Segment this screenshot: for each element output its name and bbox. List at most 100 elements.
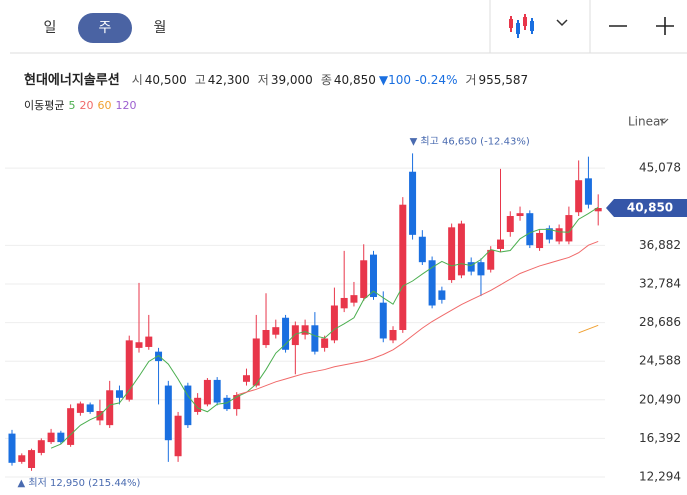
candle-body bbox=[497, 239, 504, 249]
quote-line: 현대에너지솔루션 시 40,500 고 42,300 저 39,000 종 40,850 ▼100… bbox=[24, 72, 528, 88]
dropdown-chevron[interactable] bbox=[556, 19, 568, 27]
candle-body bbox=[487, 249, 495, 270]
candle-body bbox=[242, 375, 250, 382]
legend-entry: 120 bbox=[115, 99, 136, 112]
candle-body bbox=[555, 228, 563, 242]
candle-body bbox=[106, 390, 114, 426]
ma-line bbox=[50, 206, 599, 449]
volume: 955,587 bbox=[479, 73, 529, 87]
candle-body bbox=[301, 325, 309, 335]
candle-body bbox=[575, 180, 583, 213]
candle-body bbox=[536, 232, 544, 249]
field-value: 40,500 bbox=[145, 73, 187, 87]
candle-body bbox=[37, 440, 45, 453]
candle-body bbox=[115, 390, 123, 398]
candle-body bbox=[282, 317, 290, 350]
field-value: 40,850 bbox=[334, 73, 376, 87]
candle-body bbox=[223, 397, 231, 410]
min-annotation: ▲ 최저 12,950 (215.44%) bbox=[18, 477, 141, 489]
tab[interactable]: 일 bbox=[44, 20, 57, 36]
candle-body bbox=[233, 394, 241, 410]
candle-body bbox=[291, 325, 299, 346]
candle-body bbox=[76, 403, 84, 413]
candle-body bbox=[428, 260, 436, 306]
y-tick-label: 28,686 bbox=[639, 315, 681, 329]
field-label: 시 bbox=[132, 73, 143, 87]
candle-body bbox=[184, 385, 192, 426]
stock-name: 현대에너지솔루션 bbox=[24, 72, 120, 88]
candle-body bbox=[526, 213, 534, 246]
ma-line bbox=[578, 324, 599, 334]
candle-body bbox=[565, 215, 573, 242]
candle-body bbox=[321, 338, 329, 348]
y-tick-label: 16,392 bbox=[639, 431, 681, 445]
y-tick-label: 12,294 bbox=[639, 470, 681, 484]
candle-body bbox=[350, 295, 358, 303]
candle-body bbox=[594, 208, 602, 212]
candle-body bbox=[8, 433, 16, 463]
tab[interactable]: 주 bbox=[99, 20, 112, 36]
candle-body bbox=[545, 228, 553, 240]
candle-body bbox=[194, 397, 202, 412]
volume-label: 거 bbox=[465, 73, 476, 87]
ma-label: 이동평균 bbox=[24, 99, 64, 112]
max-annotation: ▼ 최고 46,650 (-12.43%) bbox=[410, 135, 530, 147]
last-price-marker bbox=[606, 199, 687, 218]
candle-body bbox=[262, 329, 270, 346]
candle-body bbox=[506, 216, 514, 233]
field-label: 저 bbox=[258, 73, 269, 87]
candle-body bbox=[28, 450, 36, 468]
zoom-in[interactable] bbox=[656, 17, 674, 35]
y-tick-label: 32,784 bbox=[639, 276, 681, 290]
candle-body bbox=[340, 297, 348, 309]
candle-body bbox=[272, 327, 280, 335]
candle-body bbox=[467, 262, 475, 272]
candle-body bbox=[369, 254, 377, 298]
y-tick-label: 24,588 bbox=[639, 354, 681, 368]
candle-body bbox=[135, 342, 143, 348]
scale-label[interactable]: Linear bbox=[628, 115, 665, 129]
scale-chevron[interactable] bbox=[659, 118, 669, 124]
y-tick-label: 20,490 bbox=[639, 392, 681, 406]
candle-body bbox=[57, 432, 65, 443]
candle-body bbox=[18, 455, 26, 462]
candle-body bbox=[399, 204, 407, 330]
candle-body bbox=[155, 351, 163, 362]
candle-body bbox=[86, 404, 94, 412]
candle-body bbox=[145, 336, 153, 347]
candle-body bbox=[252, 338, 260, 386]
candle-body bbox=[418, 236, 426, 263]
chart-type-icon[interactable] bbox=[509, 14, 534, 38]
tab-selected-bg[interactable] bbox=[78, 13, 132, 43]
candle-body bbox=[311, 325, 319, 352]
y-tick-label: 45,078 bbox=[639, 161, 681, 175]
legend-entry: 5 bbox=[68, 99, 75, 112]
candle-body bbox=[125, 340, 133, 400]
candle-body bbox=[203, 379, 211, 405]
tab[interactable]: 월 bbox=[154, 20, 167, 36]
candle-body bbox=[379, 302, 387, 339]
candle-body bbox=[47, 432, 55, 443]
candle-body bbox=[164, 385, 172, 441]
legend-entry: 20 bbox=[79, 99, 93, 112]
change: ▼100 bbox=[379, 73, 411, 87]
candle-body bbox=[584, 178, 592, 205]
candle-body bbox=[457, 223, 465, 276]
legend-entry: 60 bbox=[97, 99, 111, 112]
last-price-label: 40,850 bbox=[627, 201, 673, 215]
candle-body bbox=[516, 213, 524, 217]
ma-legend: 이동평균 5 20 60 120 bbox=[24, 99, 136, 112]
candle-body bbox=[409, 171, 417, 235]
y-tick-label: 36,882 bbox=[639, 238, 681, 252]
ma-line bbox=[236, 240, 599, 396]
candle-body bbox=[477, 262, 485, 276]
change-pct: -0.24% bbox=[415, 73, 457, 87]
candle-body bbox=[438, 290, 446, 300]
field-value: 39,000 bbox=[271, 73, 313, 87]
candle-body bbox=[67, 408, 75, 445]
candle-body bbox=[330, 305, 338, 341]
candle-body bbox=[448, 227, 456, 281]
candle-body bbox=[389, 329, 397, 341]
